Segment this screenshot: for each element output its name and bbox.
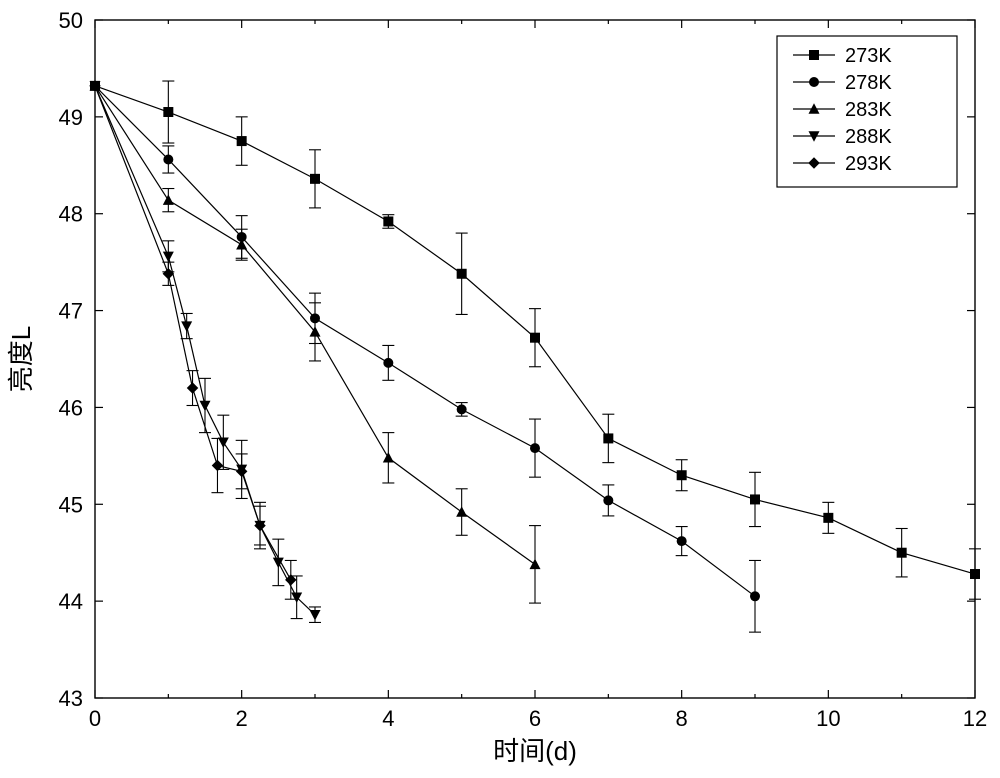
y-axis-title: 亮度L bbox=[6, 326, 36, 392]
y-tick-label: 46 bbox=[59, 395, 83, 420]
y-tick-label: 50 bbox=[59, 8, 83, 33]
y-tick-label: 48 bbox=[59, 202, 83, 227]
brightness-vs-time-chart: 024681012 4344454647484950 时间(d) 亮度L 273… bbox=[0, 0, 1000, 778]
x-tick-label: 4 bbox=[382, 706, 394, 731]
y-tick-label: 49 bbox=[59, 105, 83, 130]
legend-label: 273K bbox=[845, 45, 892, 67]
errorbars-278K bbox=[162, 146, 761, 632]
legend-label: 278K bbox=[845, 72, 892, 94]
series-293K bbox=[89, 80, 297, 599]
y-tick-label: 43 bbox=[59, 686, 83, 711]
series-278K bbox=[90, 81, 761, 632]
y-tick-label: 47 bbox=[59, 299, 83, 324]
x-tick-label: 2 bbox=[236, 706, 248, 731]
x-tick-label: 10 bbox=[816, 706, 840, 731]
x-tick-label: 0 bbox=[89, 706, 101, 731]
errorbars-293K bbox=[162, 262, 296, 599]
legend-label: 293K bbox=[845, 153, 892, 175]
legend-label: 283K bbox=[845, 99, 892, 121]
legend: 273K 278K 283K 288K 293K bbox=[777, 36, 957, 187]
y-tick-label: 45 bbox=[59, 492, 83, 517]
x-tick-label: 6 bbox=[529, 706, 541, 731]
markers-293K bbox=[89, 80, 296, 585]
x-tick-label: 12 bbox=[963, 706, 987, 731]
legend-label: 288K bbox=[845, 126, 892, 148]
series-line bbox=[95, 86, 315, 615]
x-tick-label: 8 bbox=[676, 706, 688, 731]
x-axis-title: 时间(d) bbox=[493, 736, 577, 766]
y-axis-ticks: 43 44 45 46 47 48 49 50 bbox=[59, 8, 975, 711]
y-tick-label: 44 bbox=[59, 589, 83, 614]
series-line bbox=[95, 86, 755, 596]
